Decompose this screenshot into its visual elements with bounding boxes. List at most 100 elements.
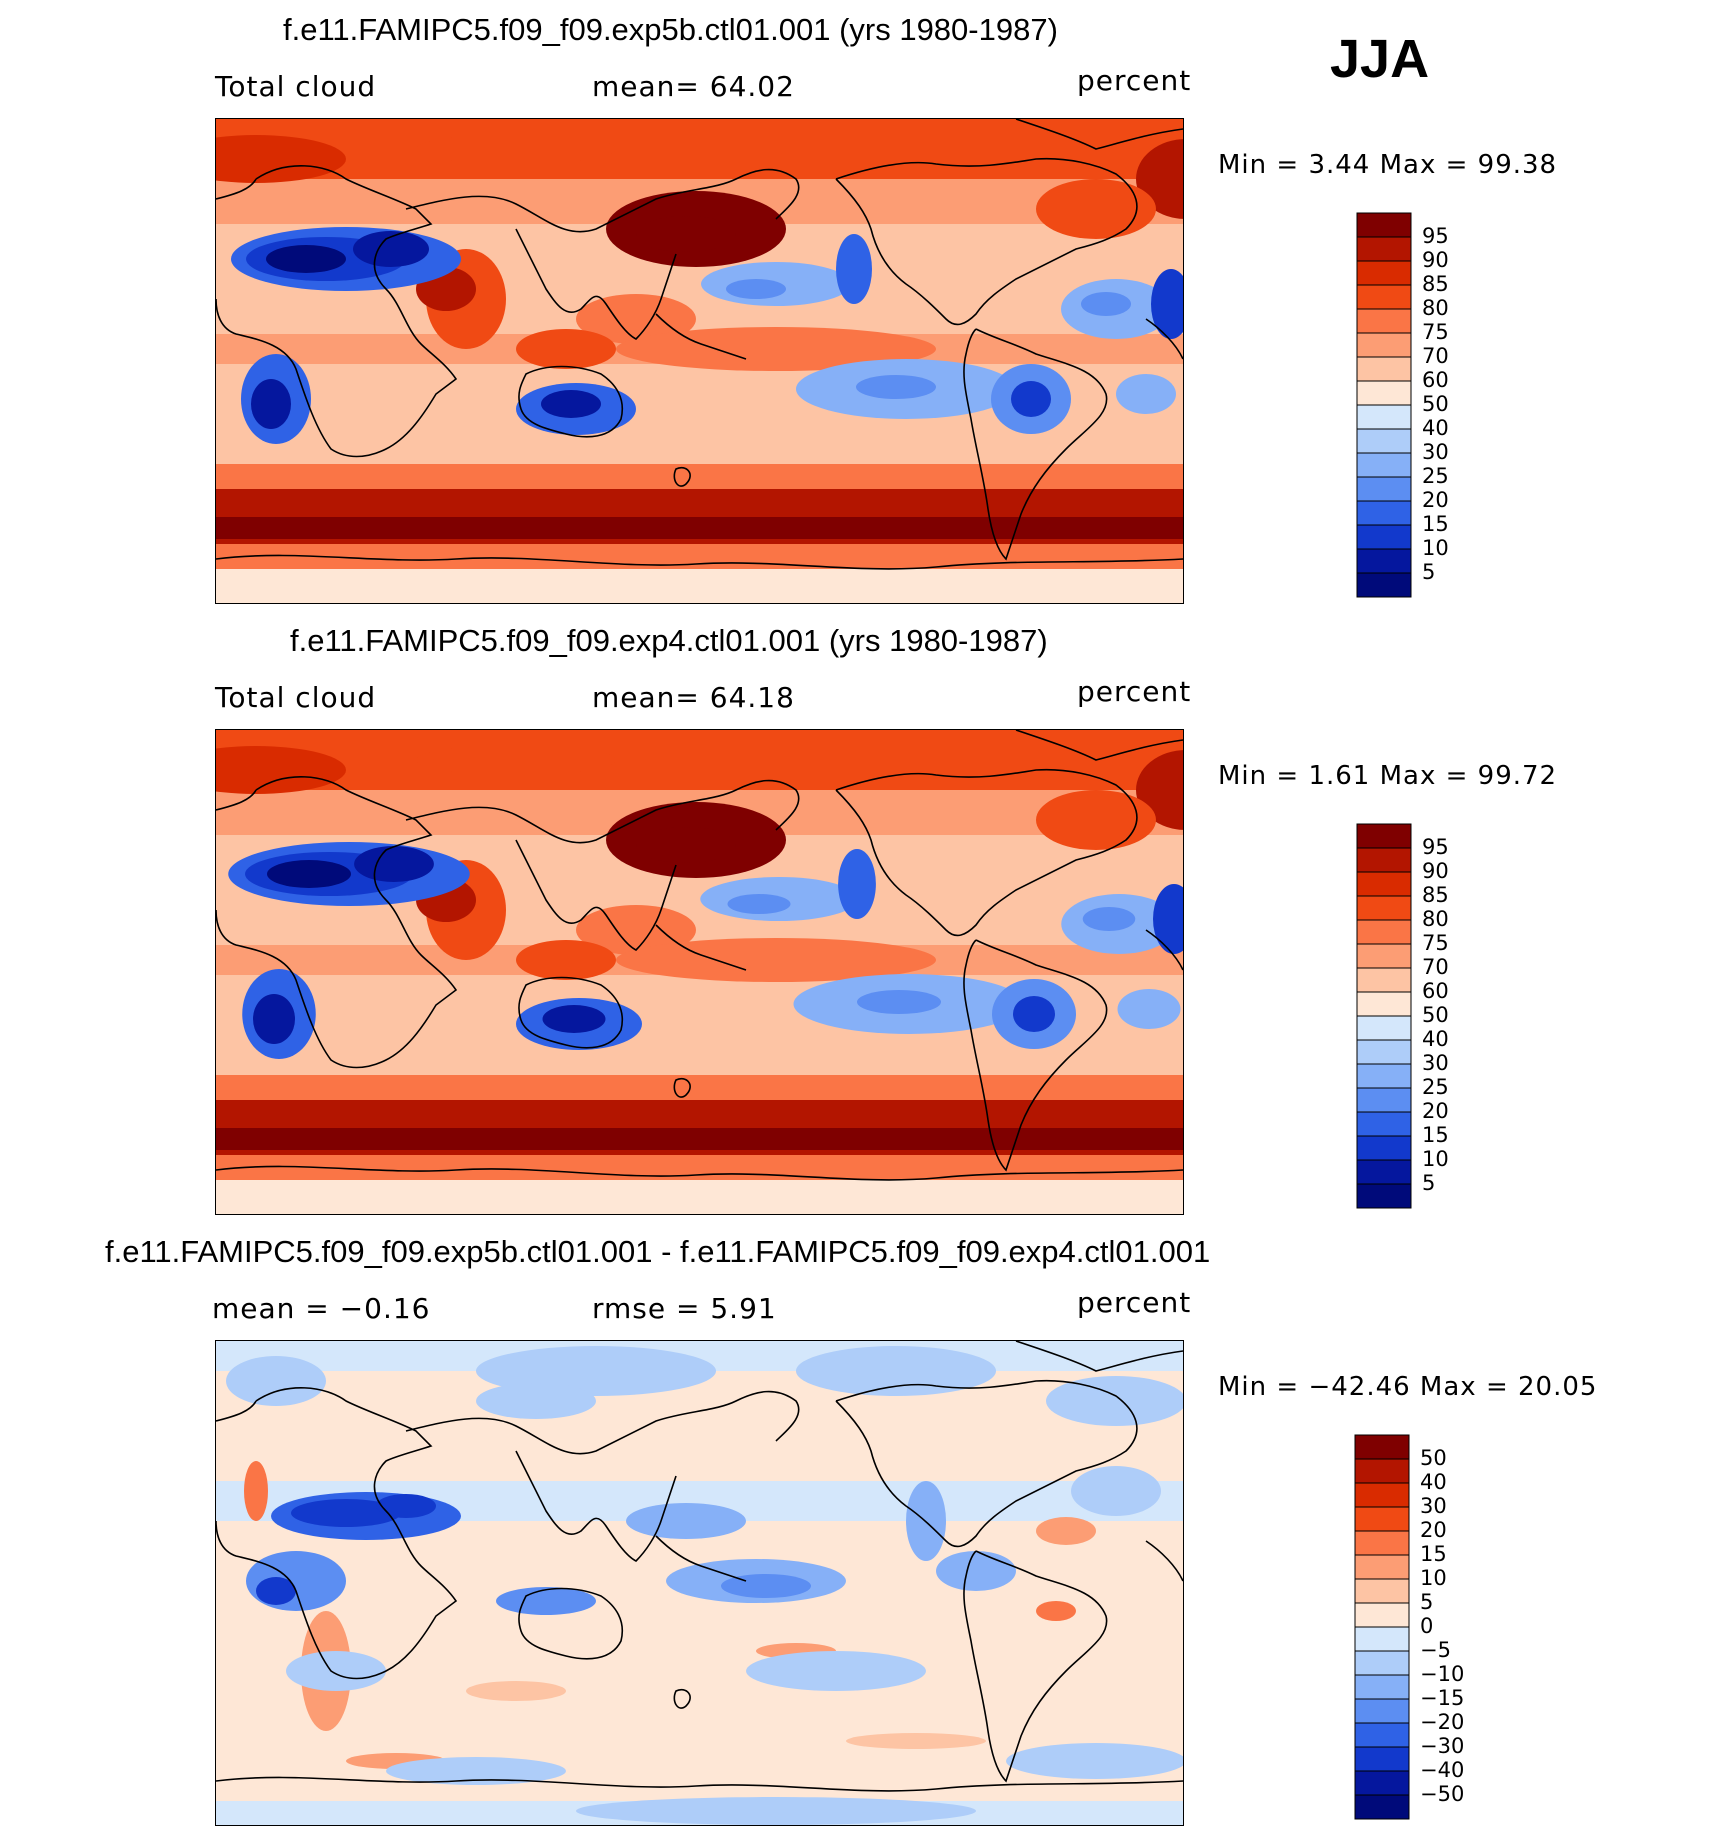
contour-region [354, 846, 434, 882]
colorbar-box [1354, 1578, 1410, 1604]
contour-region [576, 905, 696, 955]
colorbar-box [1356, 428, 1412, 454]
colorbar-tick-label: 10 [1420, 1566, 1447, 1590]
contour-region [636, 827, 736, 863]
colorbar-box [1356, 1183, 1412, 1209]
contour-region [746, 1651, 926, 1691]
colorbar-box [1354, 1674, 1410, 1700]
contour-region [496, 1587, 596, 1615]
contour-region [856, 375, 936, 399]
colorbar-tick-label: 15 [1422, 512, 1449, 536]
colorbar-tick-label: 20 [1422, 1099, 1449, 1123]
colorbar-box [1356, 943, 1412, 969]
colorbar-box [1356, 236, 1412, 262]
panel-1-map [215, 118, 1184, 604]
coastline [518, 1587, 623, 1660]
contour-region [1153, 884, 1183, 954]
panel-1-variable-label: Total cloud [215, 70, 377, 103]
contour-region [838, 849, 876, 919]
panel-1-contour-plot [216, 119, 1183, 603]
coastline [673, 466, 691, 487]
colorbar-tick-label: −20 [1420, 1710, 1465, 1734]
latitude-band [216, 1128, 1183, 1150]
coastline [518, 976, 623, 1049]
panel-2-minmax: Min = 1.61 Max = 99.72 [1218, 761, 1558, 791]
season-label: JJA [1330, 29, 1430, 89]
colorbar-tick-label: 30 [1422, 440, 1449, 464]
contour-region [1011, 381, 1051, 417]
panel-3-contour-plot [216, 1341, 1183, 1825]
latitude-band [216, 569, 1183, 603]
contour-region [251, 379, 291, 429]
colorbar-tick-label: 80 [1422, 907, 1449, 931]
colorbar-tick-label: 40 [1420, 1470, 1447, 1494]
coastlines [216, 119, 1183, 570]
coastline [405, 168, 800, 233]
colorbar-tick-label: −40 [1420, 1758, 1465, 1782]
coastline [515, 228, 677, 340]
colorbar-box [1354, 1770, 1410, 1796]
contour-region [1046, 1376, 1183, 1426]
colorbar-tick-label: 95 [1422, 835, 1449, 859]
colorbar-tick-label: 50 [1422, 392, 1449, 416]
contour-region [353, 231, 429, 267]
colorbar-box [1354, 1698, 1410, 1724]
panel-3-title: f.e11.FAMIPC5.f09_f09.exp5b.ctl01.001 - … [105, 1234, 1211, 1269]
colorbar-box [1356, 1039, 1412, 1065]
colorbar-box [1356, 1015, 1412, 1041]
colorbar-tick-label: 80 [1422, 296, 1449, 320]
contour-region [836, 234, 872, 304]
colorbar-tick-label: 5 [1422, 560, 1436, 584]
panel-3-minmax: Min = −42.46 Max = 20.05 [1218, 1372, 1598, 1402]
colorbar-tick-label: 10 [1422, 536, 1449, 560]
colorbar-box [1354, 1722, 1410, 1748]
contour-region [576, 294, 696, 344]
panel-1-minmax: Min = 3.44 Max = 99.38 [1218, 150, 1558, 180]
colorbar-tick-label: 40 [1422, 1027, 1449, 1051]
coastline [216, 165, 458, 458]
contour-region [1081, 292, 1131, 316]
coastline [216, 1400, 257, 1422]
colorbar-box [1356, 1087, 1412, 1113]
contour-region [626, 1503, 746, 1539]
contour-region [253, 994, 295, 1044]
coastline [963, 939, 1108, 1172]
contour-region [1036, 179, 1156, 239]
coastline [835, 768, 1138, 937]
colorbar-tick-label: 30 [1422, 1051, 1449, 1075]
coastline [963, 1550, 1108, 1783]
latitude-band [216, 1180, 1183, 1214]
latitude-band [216, 1075, 1183, 1100]
contour-region [726, 279, 786, 299]
colorbar-box [1356, 919, 1412, 945]
colorbar-box [1356, 260, 1412, 286]
colorbar-tick-label: 60 [1422, 368, 1449, 392]
colorbar-tick-label: 60 [1422, 979, 1449, 1003]
colorbar-box [1356, 895, 1412, 921]
colorbar-box [1354, 1554, 1410, 1580]
contour-region [616, 938, 936, 982]
colorbar-box [1356, 1159, 1412, 1185]
colorbar-tick-label: 40 [1422, 416, 1449, 440]
colorbar-tick-label: 30 [1420, 1494, 1447, 1518]
coastline [835, 1379, 1138, 1548]
contour-field [216, 119, 1183, 603]
colorbar-tick-label: 50 [1422, 1003, 1449, 1027]
contour-region [376, 1494, 436, 1518]
coastline [1015, 1341, 1183, 1372]
colorbar-box [1356, 308, 1412, 334]
colorbar-box [1356, 452, 1412, 478]
colorbar-tick-label: 5 [1422, 1171, 1436, 1195]
coastline [673, 1688, 691, 1709]
contour-region [216, 746, 346, 794]
colorbar-box [1356, 476, 1412, 502]
contour-region [266, 245, 346, 273]
contour-region [516, 940, 616, 980]
colorbar-tick-label: 70 [1422, 955, 1449, 979]
panel-2-title: f.e11.FAMIPC5.f09_f09.exp4.ctl01.001 (yr… [290, 623, 1048, 658]
contour-region [616, 327, 936, 371]
contour-region [1117, 989, 1181, 1029]
colorbar-tick-label: 90 [1422, 248, 1449, 272]
colorbar-tick-label: 85 [1422, 883, 1449, 907]
colorbar-tick-label: −10 [1420, 1662, 1465, 1686]
